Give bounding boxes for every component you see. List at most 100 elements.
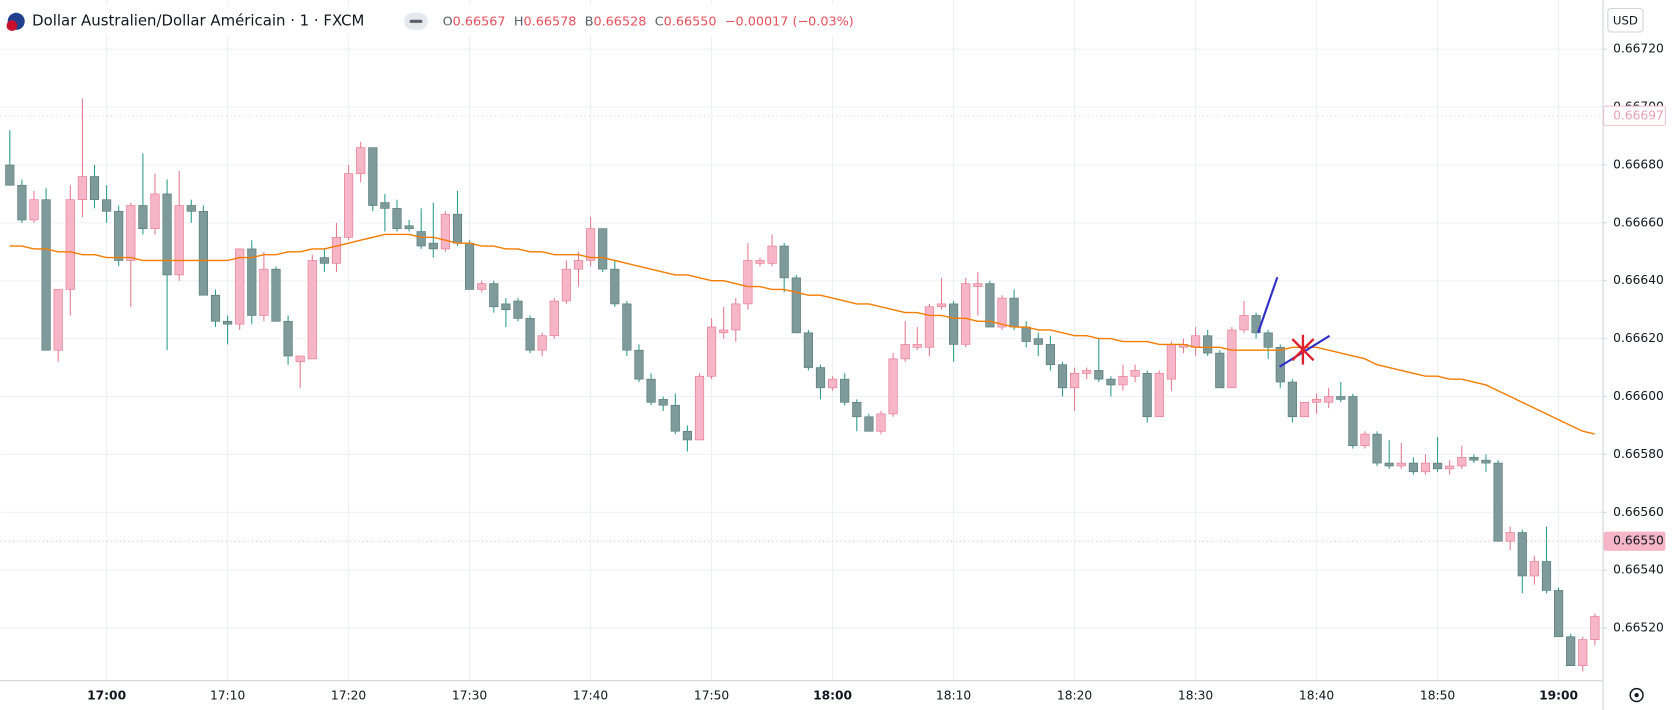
currency-label: USD (1613, 13, 1638, 27)
candle-body (997, 297, 1007, 328)
candle-body (1590, 616, 1600, 640)
candle-body (465, 242, 475, 290)
candle-body (912, 344, 922, 348)
settings-icon[interactable] (1629, 687, 1644, 703)
candle-body (1094, 370, 1104, 380)
candle-body (1311, 399, 1322, 403)
candle-body (186, 205, 196, 212)
candle-body (888, 358, 898, 415)
ohlc-value: 0.66578 (524, 14, 577, 29)
ohlc-label: C (655, 14, 664, 29)
candle-body (1396, 462, 1406, 467)
currency-button[interactable] (1607, 7, 1644, 33)
x-tick-label: 18:20 (1057, 689, 1092, 703)
candle-body (949, 303, 959, 345)
candle-body (1287, 381, 1297, 418)
candle-body (622, 303, 632, 351)
x-tick-label: 17:00 (87, 689, 126, 703)
candle-body (477, 283, 487, 290)
candle-body (489, 283, 499, 308)
candle-body (307, 260, 317, 360)
axes: 0.66520 0.66540 0.66560 0.66580 0.66600 0.666… (87, 42, 1666, 703)
price-badge-label: 0.66697 (1613, 108, 1664, 122)
trend-line (1257, 276, 1279, 333)
candle-body (1541, 561, 1552, 591)
drawings (1257, 276, 1331, 368)
x-tick-label: 18:50 (1420, 689, 1455, 703)
candle-body (598, 228, 608, 270)
x-tick-label: 18:10 (936, 689, 971, 703)
candle-body (452, 213, 463, 244)
candle-body (29, 199, 39, 221)
candle-body (247, 248, 257, 316)
candle-body (392, 208, 402, 229)
candle-body (198, 210, 208, 296)
candle-body (1299, 401, 1310, 418)
candle-body (5, 164, 15, 186)
candle-body (295, 355, 305, 363)
candle-body (537, 335, 547, 351)
candle-body (1009, 297, 1019, 328)
ohlc-label: O (443, 14, 453, 29)
candle-body (924, 306, 934, 348)
candle-body (1130, 370, 1140, 377)
price-badge (1603, 531, 1666, 551)
candle-body (440, 213, 450, 250)
candle-body (65, 199, 75, 290)
candle-body (223, 320, 233, 325)
candle-body (779, 245, 789, 279)
candle-body (1057, 364, 1068, 389)
candle-body (791, 277, 801, 334)
candle-body (150, 193, 160, 229)
y-tick-label: 0.66640 (1613, 273, 1664, 287)
candle-body (573, 260, 584, 270)
x-tick-label: 18:00 (813, 689, 852, 703)
candle-body (549, 300, 559, 337)
candle-body (658, 399, 668, 406)
candle-body (1336, 396, 1346, 400)
candle-body (682, 430, 692, 441)
candle-body (53, 289, 63, 351)
candle-body (634, 349, 644, 380)
symbol-title: Dollar Australien/Dollar Américain · 1 ·… (32, 11, 364, 29)
candle-body (102, 199, 112, 212)
candle-body (1553, 590, 1564, 638)
candle-body (501, 303, 511, 311)
ohlc-label: B (585, 14, 594, 29)
candle-body (1215, 352, 1225, 389)
candle-body (767, 245, 777, 264)
candle-body (646, 378, 656, 403)
header: Dollar Australien/Dollar Américain · 1 ·… (0, 4, 854, 37)
candle-body (670, 404, 680, 432)
candle-body (513, 300, 523, 319)
candle-body (380, 202, 390, 209)
candle-body (1106, 378, 1116, 386)
candle-body (114, 210, 124, 261)
plot-area (5, 98, 1600, 672)
y-tick-label: 0.66680 (1613, 157, 1664, 171)
candle-body (852, 401, 862, 418)
ohlc-value: 0.66528 (593, 14, 646, 29)
candle-body (331, 237, 342, 264)
price-badge-label: 0.66550 (1613, 534, 1664, 548)
ohlc-value: 0.66567 (453, 14, 506, 29)
candle-body (235, 248, 245, 325)
candle-body (344, 173, 354, 238)
settings-icon (1634, 692, 1639, 698)
candle-body (41, 199, 51, 351)
candle-body (1118, 375, 1128, 386)
candle-body (876, 413, 886, 432)
candle-body (1070, 373, 1080, 389)
candle-body (1324, 396, 1334, 403)
candle-body (936, 303, 947, 308)
y-tick-label: 0.66600 (1613, 389, 1664, 403)
candle-body (1384, 462, 1394, 467)
candle-body (1578, 639, 1588, 666)
y-tick-label: 0.66540 (1613, 563, 1664, 577)
candle-body (17, 184, 27, 221)
x-tick-label: 17:10 (210, 689, 245, 703)
candle-body (428, 242, 438, 250)
candle-body (840, 378, 850, 403)
candle-body (1021, 326, 1031, 342)
candle-body (271, 268, 281, 322)
